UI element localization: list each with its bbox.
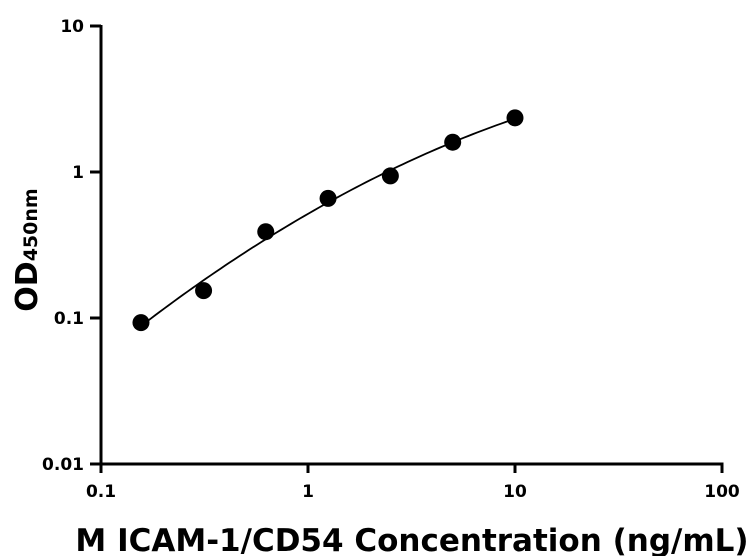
data-point <box>132 314 150 332</box>
data-point <box>381 167 399 185</box>
plot-area <box>132 109 524 332</box>
y-axis-title: OD450nm <box>10 188 45 311</box>
x-tick-label: 100 <box>704 482 740 502</box>
x-tick-label: 10 <box>503 482 527 502</box>
data-point <box>319 189 337 207</box>
y-axis-title-subscript: 450nm <box>20 188 42 261</box>
data-point <box>444 133 462 151</box>
data-point <box>506 109 524 127</box>
x-axis-title: M ICAM-1/CD54 Concentration (ng/mL) <box>75 523 748 556</box>
x-axis-ticks: 0.1 1 10 100 <box>86 464 740 502</box>
y-tick-label: 10 <box>60 17 84 37</box>
data-point <box>195 282 213 300</box>
y-tick-label: 0.1 <box>54 309 84 329</box>
y-tick-label: 1 <box>72 163 84 183</box>
y-tick-label: 0.01 <box>42 455 84 475</box>
axes <box>99 25 724 466</box>
y-axis-title-main: OD <box>10 261 45 311</box>
x-tick-label: 0.1 <box>86 482 116 502</box>
x-tick-label: 1 <box>302 482 314 502</box>
y-axis-ticks: 0.01 0.1 1 10 <box>42 17 101 475</box>
data-point <box>257 223 275 241</box>
